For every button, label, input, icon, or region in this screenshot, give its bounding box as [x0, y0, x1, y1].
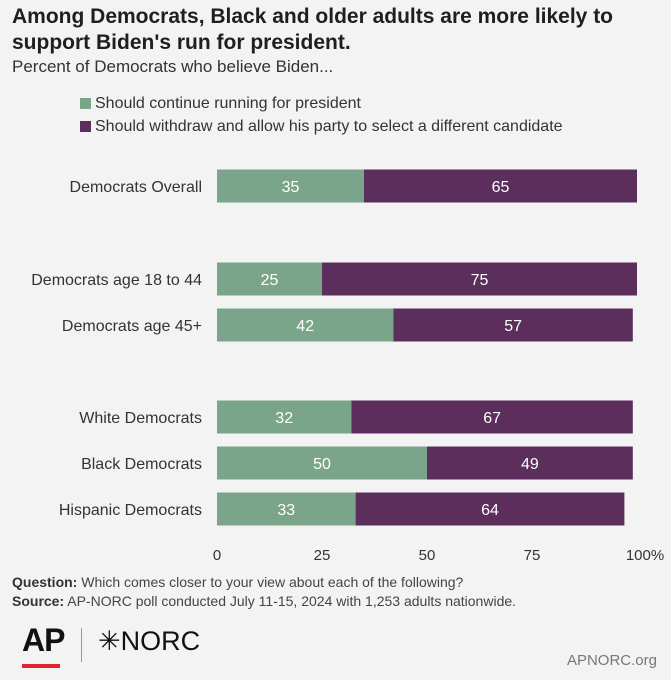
bar-withdraw-democrats-age-18-to-44: [322, 262, 637, 296]
data-label-withdraw-democrats-age-18-to-44: 75: [471, 272, 489, 289]
logo-divider: [81, 628, 82, 662]
data-label-continue-white-democrats: 32: [275, 410, 293, 427]
data-label-continue-democrats-overall: 35: [282, 179, 300, 196]
bar-withdraw-democrats-age-45: [393, 308, 633, 342]
question-label: Question:: [12, 574, 78, 590]
data-label-continue-democrats-age-45: 42: [296, 318, 314, 335]
bar-withdraw-hispanic-democrats: [355, 492, 625, 526]
category-label-white-democrats: White Democrats: [79, 410, 202, 427]
x-tick-75: 75: [524, 547, 541, 564]
legend-swatch-continue: [80, 98, 91, 109]
legend-item-withdraw: Should withdraw and allow his party to s…: [80, 115, 563, 138]
data-label-withdraw-democrats-age-45: 57: [504, 318, 522, 335]
source-text: AP-NORC poll conducted July 11-15, 2024 …: [67, 593, 517, 609]
source-line: Source: AP-NORC poll conducted July 11-1…: [12, 592, 516, 611]
bar-withdraw-black-democrats: [427, 446, 633, 480]
norc-logo: ✳NORC: [98, 626, 201, 656]
data-label-withdraw-hispanic-democrats: 64: [481, 502, 499, 519]
data-label-withdraw-democrats-overall: 65: [492, 179, 510, 196]
bar-continue-democrats-age-45: [217, 308, 394, 342]
bar-continue-democrats-age-18-to-44: [217, 262, 322, 296]
category-label-democrats-overall: Democrats Overall: [70, 179, 202, 196]
bar-continue-democrats-overall: [217, 169, 364, 203]
data-label-withdraw-white-democrats: 67: [483, 410, 501, 427]
x-tick-25: 25: [314, 547, 331, 564]
question-line: Question: Which comes closer to your vie…: [12, 573, 516, 592]
x-tick-0: 0: [213, 547, 221, 564]
category-label-hispanic-democrats: Hispanic Democrats: [59, 502, 202, 519]
bar-withdraw-democrats-overall: [364, 169, 637, 203]
bar-chart: Democrats Overall 35 65 Democrats age 18 to…: [31, 169, 664, 564]
site-url: APNORC.org: [566, 652, 657, 669]
bar-continue-hispanic-democrats: [217, 492, 356, 526]
data-label-withdraw-black-democrats: 49: [521, 456, 539, 473]
x-tick-100: 100%: [626, 547, 664, 564]
chart-title: Among Democrats, Black and older adults …: [12, 5, 614, 54]
data-label-continue-black-democrats: 50: [313, 456, 331, 473]
x-tick-50: 50: [419, 547, 436, 564]
question-text: Which comes closer to your view about ea…: [81, 574, 464, 590]
category-label-black-democrats: Black Democrats: [81, 456, 202, 473]
data-label-continue-hispanic-democrats: 33: [277, 502, 295, 519]
legend-swatch-withdraw: [80, 121, 91, 132]
bar-continue-white-democrats: [217, 400, 352, 434]
ap-logo: AP: [22, 622, 65, 658]
legend-label-withdraw: Should withdraw and allow his party to s…: [95, 117, 563, 135]
legend-label-continue: Should continue running for president: [95, 94, 361, 112]
data-label-continue-democrats-age-18-to-44: 25: [261, 272, 279, 289]
category-label-democrats-age-18-to-44: Democrats age 18 to 44: [31, 272, 202, 289]
source-label: Source:: [12, 593, 65, 609]
chart-subtitle: Percent of Democrats who believe Biden..…: [12, 57, 334, 76]
footer: Question: Which comes closer to your vie…: [12, 573, 516, 611]
legend: Should continue running for president Sh…: [80, 92, 563, 138]
bar-withdraw-white-democrats: [351, 400, 633, 434]
bar-continue-black-democrats: [217, 446, 427, 480]
category-label-democrats-age-45: Democrats age 45+: [62, 318, 202, 335]
legend-item-continue: Should continue running for president: [80, 92, 563, 115]
ap-logo-bar: [22, 664, 60, 668]
